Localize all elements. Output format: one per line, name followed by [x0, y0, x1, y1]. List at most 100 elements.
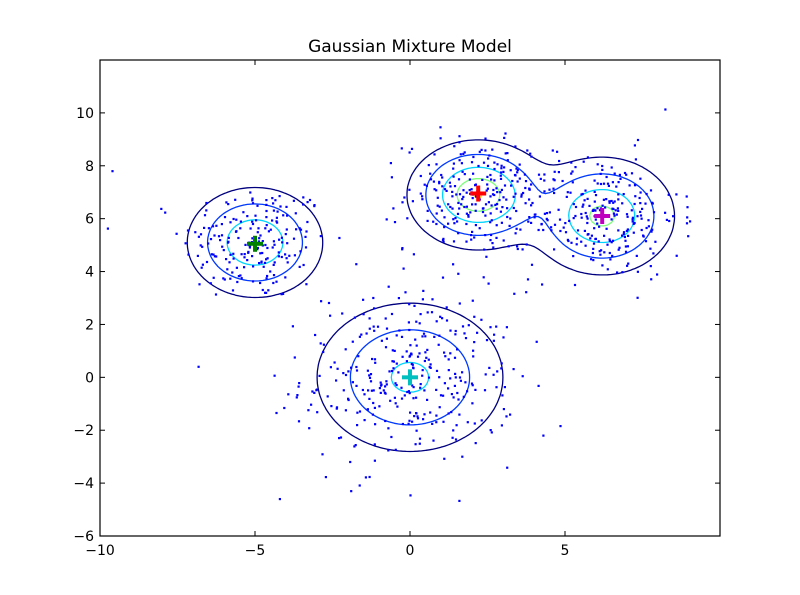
scatter-point	[543, 173, 546, 176]
scatter-point	[429, 366, 432, 369]
scatter-point	[633, 184, 637, 187]
scatter-point	[232, 217, 235, 221]
scatter-point	[235, 218, 238, 221]
scatter-point	[617, 181, 620, 184]
scatter-point	[403, 394, 406, 397]
scatter-point	[459, 153, 462, 156]
scatter-point	[403, 196, 406, 199]
scatter-point	[574, 214, 577, 218]
scatter-point	[313, 205, 316, 208]
scatter-point	[335, 407, 338, 410]
scatter-point	[474, 184, 477, 187]
scatter-point	[327, 301, 331, 305]
scatter-point	[581, 205, 584, 208]
scatter-point	[366, 369, 369, 372]
scatter-point	[608, 251, 611, 255]
scatter-point	[625, 213, 629, 216]
scatter-point	[559, 229, 562, 233]
scatter-point	[489, 221, 492, 224]
scatter-point	[523, 173, 526, 176]
scatter-point	[388, 370, 391, 373]
scatter-point	[372, 296, 375, 300]
scatter-point	[443, 216, 446, 219]
scatter-point	[605, 175, 608, 179]
scatter-point	[647, 219, 650, 222]
scatter-point	[460, 203, 463, 206]
scatter-point	[344, 348, 347, 351]
scatter-point	[465, 240, 468, 243]
scatter-point	[592, 208, 595, 211]
scatter-point	[205, 201, 208, 205]
scatter-point	[421, 298, 424, 301]
scatter-point	[408, 419, 411, 422]
scatter-point	[360, 333, 363, 336]
scatter-point	[454, 217, 457, 220]
scatter-point	[456, 348, 459, 351]
scatter-point	[491, 242, 494, 245]
scatter-point	[491, 148, 494, 151]
scatter-point	[440, 209, 443, 212]
scatter-point	[613, 214, 616, 217]
scatter-point	[214, 293, 218, 296]
scatter-point	[443, 226, 446, 229]
scatter-point	[396, 405, 399, 408]
scatter-point	[229, 221, 232, 224]
scatter-point	[604, 206, 607, 209]
scatter-point	[210, 253, 213, 256]
scatter-point	[466, 390, 469, 393]
scatter-point	[376, 325, 380, 328]
scatter-point	[316, 411, 319, 414]
scatter-point	[630, 172, 634, 175]
scatter-point	[406, 390, 409, 394]
scatter-point	[592, 242, 596, 245]
scatter-point	[373, 406, 376, 409]
scatter-point	[443, 351, 446, 354]
scatter-point	[513, 292, 516, 295]
scatter-point	[472, 172, 475, 175]
scatter-point	[487, 282, 490, 285]
scatter-point	[433, 335, 436, 338]
scatter-point	[378, 387, 381, 390]
scatter-point	[393, 221, 397, 224]
scatter-point	[639, 202, 642, 205]
scatter-point	[628, 184, 631, 187]
scatter-point	[429, 178, 433, 181]
scatter-point	[465, 191, 468, 194]
scatter-point	[539, 177, 542, 180]
scatter-point	[686, 206, 689, 209]
scatter-point	[419, 174, 422, 178]
scatter-point	[622, 232, 625, 235]
scatter-point	[424, 351, 427, 354]
scatter-point	[464, 337, 468, 340]
scatter-point	[278, 238, 281, 241]
scatter-point	[221, 245, 224, 248]
scatter-point	[395, 334, 398, 337]
scatter-point	[297, 385, 300, 388]
scatter-point	[613, 172, 616, 175]
scatter-point	[470, 238, 473, 241]
scatter-point	[472, 155, 475, 159]
scatter-point	[572, 255, 575, 258]
scatter-point	[322, 343, 325, 346]
scatter-point	[477, 164, 480, 168]
scatter-point	[275, 220, 278, 223]
scatter-point	[489, 173, 492, 177]
scatter-point	[617, 248, 620, 251]
scatter-point	[256, 248, 259, 251]
scatter-point	[394, 448, 397, 451]
scatter-point	[432, 220, 435, 223]
scatter-point	[273, 243, 276, 246]
scatter-point	[449, 377, 452, 380]
scatter-point	[284, 276, 287, 279]
scatter-point	[310, 403, 313, 406]
scatter-point	[408, 303, 411, 306]
scatter-point	[296, 394, 299, 397]
scatter-point	[373, 329, 376, 332]
scatter-point	[369, 373, 373, 376]
scatter-point	[488, 366, 491, 369]
scatter-point	[500, 367, 503, 370]
scatter-point	[491, 193, 495, 196]
scatter-point	[472, 355, 475, 358]
scatter-point	[626, 228, 629, 231]
